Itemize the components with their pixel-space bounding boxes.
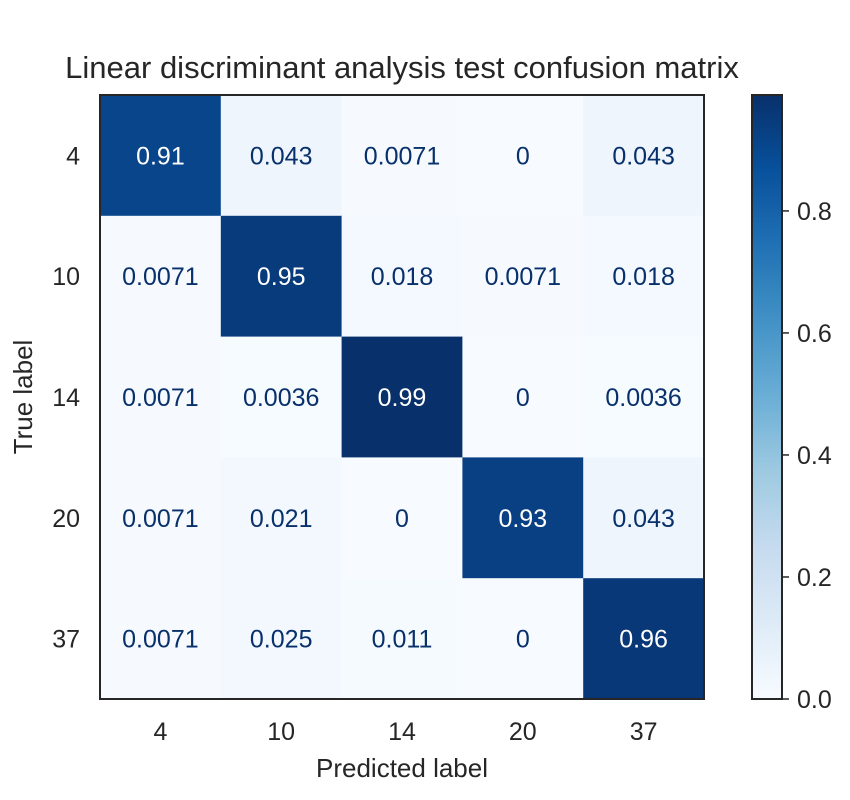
colorbar-ticks: 0.0 0.2 0.4 0.6 0.8 (782, 198, 832, 714)
colorbar-tick-label: 0.6 (797, 320, 832, 348)
heatmap-cell (100, 457, 222, 579)
cell-value-label: 0.95 (257, 263, 306, 291)
y-tick-label: 10 (52, 263, 80, 291)
heatmap-cell (462, 457, 584, 579)
cell-value-label: 0.0036 (605, 384, 681, 412)
heatmap-cell-labels: 0.91 0.043 0.0071 0 0.043 0.0071 0.95 0.018 0.00… (122, 142, 682, 653)
cell-value-label: 0.018 (371, 263, 434, 291)
heatmap-cells (100, 95, 705, 700)
y-tick-label: 4 (66, 142, 80, 170)
colorbar-tick-label: 0.8 (797, 198, 832, 226)
cell-value-label: 0.0071 (122, 626, 198, 654)
colorbar (751, 94, 783, 700)
heatmap-cell (100, 95, 222, 217)
cell-value-label: 0.91 (136, 142, 185, 170)
y-axis-ticks: 4 10 14 20 37 (52, 142, 80, 653)
cell-value-label: 0.96 (619, 626, 668, 654)
cell-value-label: 0 (395, 505, 409, 533)
cell-value-label: 0.0036 (243, 384, 319, 412)
cell-value-label: 0.021 (250, 505, 313, 533)
cell-value-label: 0.043 (250, 142, 313, 170)
cell-value-label: 0 (516, 384, 530, 412)
y-axis-label: True label (8, 340, 38, 455)
heatmap-cell (220, 457, 343, 579)
heatmap-cell (220, 215, 343, 338)
chart-title: Linear discriminant analysis test confus… (65, 50, 739, 85)
heatmap-cell (341, 215, 463, 338)
heatmap-cell (220, 336, 343, 458)
heatmap-cell (583, 336, 705, 458)
heatmap-cell (100, 578, 222, 700)
heatmap-cell (341, 578, 463, 700)
x-tick-label: 20 (509, 718, 537, 746)
heatmap-cell (341, 457, 463, 579)
colorbar-tick-label: 0.0 (797, 686, 832, 714)
heatmap-cell (220, 578, 343, 700)
heatmap-cell (583, 215, 705, 338)
heatmap-cell (462, 95, 584, 217)
cell-value-label: 0.043 (612, 142, 675, 170)
cell-value-label: 0.043 (612, 505, 675, 533)
colorbar-tick-label: 0.4 (797, 442, 832, 470)
y-tick-label: 14 (52, 384, 80, 412)
heatmap-cell (220, 95, 343, 217)
heatmap-cell (583, 95, 705, 217)
heatmap-cell (462, 578, 584, 700)
x-tick-label: 37 (630, 718, 658, 746)
x-axis-label: Predicted label (316, 753, 488, 783)
cell-value-label: 0 (516, 142, 530, 170)
x-tick-label: 4 (153, 718, 167, 746)
cell-value-label: 0.0071 (122, 384, 198, 412)
heatmap-cell (462, 336, 584, 458)
heatmap-cell (583, 578, 705, 700)
x-tick-label: 10 (267, 718, 295, 746)
heatmap-cell (583, 457, 705, 579)
heatmap-cell (462, 215, 584, 338)
cell-value-label: 0.018 (612, 263, 675, 291)
x-tick-label: 14 (388, 718, 416, 746)
cell-value-label: 0 (516, 626, 530, 654)
heatmap-cell (341, 336, 463, 458)
plot-frame (99, 94, 705, 700)
cell-value-label: 0.0071 (364, 142, 440, 170)
cell-value-label: 0.99 (378, 384, 427, 412)
cell-value-label: 0.93 (498, 505, 547, 533)
cell-value-label: 0.0071 (122, 263, 198, 291)
cell-value-label: 0.0071 (122, 505, 198, 533)
x-axis-ticks: 4 10 14 20 37 (153, 718, 657, 746)
y-tick-label: 20 (52, 505, 80, 533)
heatmap-cell (100, 336, 222, 458)
cell-value-label: 0.025 (250, 626, 313, 654)
heatmap-cell (100, 215, 222, 338)
y-tick-label: 37 (52, 626, 80, 654)
cell-value-label: 0.0071 (485, 263, 561, 291)
colorbar-tick-label: 0.2 (797, 564, 832, 592)
heatmap-cell (341, 95, 463, 217)
cell-value-label: 0.011 (372, 626, 433, 654)
